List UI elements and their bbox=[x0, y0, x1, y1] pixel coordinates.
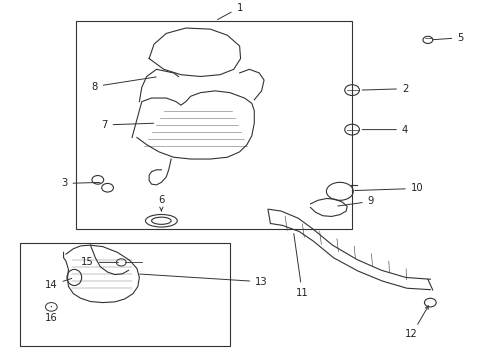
Text: 2: 2 bbox=[362, 84, 407, 94]
Text: 6: 6 bbox=[158, 195, 164, 211]
Bar bbox=[76, 21, 351, 229]
Text: 16: 16 bbox=[45, 306, 58, 323]
Text: 3: 3 bbox=[61, 179, 100, 188]
Text: 1: 1 bbox=[217, 3, 243, 19]
Text: 15: 15 bbox=[81, 257, 118, 267]
Text: 5: 5 bbox=[432, 33, 463, 43]
Text: 11: 11 bbox=[293, 234, 308, 297]
Text: 12: 12 bbox=[405, 306, 427, 339]
Text: 14: 14 bbox=[45, 278, 72, 291]
Text: 10: 10 bbox=[354, 184, 423, 193]
Text: 7: 7 bbox=[101, 120, 153, 130]
Text: 4: 4 bbox=[362, 125, 407, 135]
Text: 8: 8 bbox=[91, 77, 156, 91]
Text: 9: 9 bbox=[337, 196, 373, 206]
Text: 13: 13 bbox=[140, 274, 267, 287]
Bar bbox=[20, 243, 229, 346]
